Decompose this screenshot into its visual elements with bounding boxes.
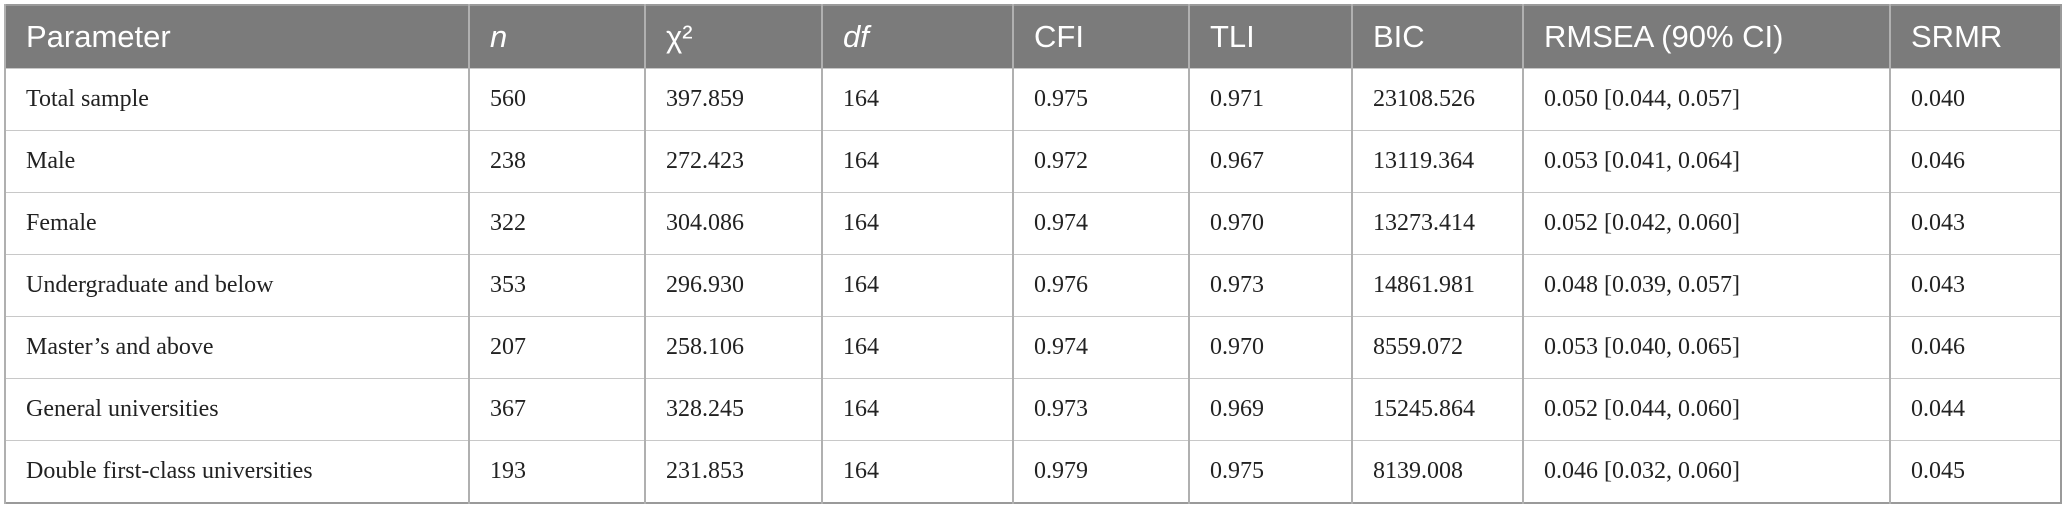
table-row: Master’s and above 207 258.106 164 0.974 0.97… [4,316,2061,379]
table-cell: 0.046 [1889,130,2061,193]
table-cell: 353 [468,254,645,317]
table-cell: 14861.981 [1351,254,1523,317]
table-cell: 560 [468,68,645,131]
table-cell: 0.045 [1889,440,2061,503]
table-cell: 0.969 [1188,378,1352,441]
column-header: RMSEA (90% CI) [1522,5,1890,69]
table-cell: 0.974 [1012,316,1189,379]
table-cell: 164 [821,254,1013,317]
table-cell: Master’s and above [4,316,469,379]
table-cell: Male [4,130,469,193]
table-row: General universities 367 328.245 164 0.973 0.… [4,378,2061,441]
table-cell: 164 [821,130,1013,193]
table-cell: 397.859 [644,68,822,131]
table-row: Female 322 304.086 164 0.974 0.970 13273.414 0.… [4,192,2061,255]
column-header: CFI [1012,5,1189,69]
table-cell: 13273.414 [1351,192,1523,255]
table-cell: 0.973 [1012,378,1189,441]
table-cell: 0.971 [1188,68,1352,131]
table-row: Double first-class universities 193 231.85… [4,440,2061,503]
table-cell: General universities [4,378,469,441]
table-body: Total sample 560 397.859 164 0.975 0.971 23108… [4,68,2061,503]
table-cell: 13119.364 [1351,130,1523,193]
table-cell: Double first-class universities [4,440,469,503]
table-cell: Undergraduate and below [4,254,469,317]
results-table: Parameter n χ² df CFI TLI BIC RMSEA (90% CI) SRM… [4,4,2062,504]
table-cell: 367 [468,378,645,441]
table-cell: Total sample [4,68,469,131]
table-cell: 0.044 [1889,378,2061,441]
table-cell: 0.974 [1012,192,1189,255]
page: Parameter n χ² df CFI TLI BIC RMSEA (90% CI) SRM… [0,4,2066,517]
column-header: SRMR [1889,5,2061,69]
table-cell: 0.048 [0.039, 0.057] [1522,254,1890,317]
column-header: Parameter [4,5,469,69]
table-cell: 164 [821,68,1013,131]
table-cell: 23108.526 [1351,68,1523,131]
column-header: TLI [1188,5,1352,69]
table-cell: 0.973 [1188,254,1352,317]
table-cell: 0.052 [0.042, 0.060] [1522,192,1890,255]
table-cell: 258.106 [644,316,822,379]
table-cell: 0.972 [1012,130,1189,193]
table-cell: 0.052 [0.044, 0.060] [1522,378,1890,441]
table-cell: 164 [821,440,1013,503]
table-cell: 0.046 [1889,316,2061,379]
table-cell: 0.975 [1012,68,1189,131]
table-cell: 8139.008 [1351,440,1523,503]
table-cell: 0.050 [0.044, 0.057] [1522,68,1890,131]
table-cell: 207 [468,316,645,379]
table-cell: 304.086 [644,192,822,255]
table-cell: 0.053 [0.041, 0.064] [1522,130,1890,193]
table-cell: 0.967 [1188,130,1352,193]
header-row: Parameter n χ² df CFI TLI BIC RMSEA (90% CI) SRM… [4,5,2061,69]
column-header: df [821,5,1013,69]
table-cell: 15245.864 [1351,378,1523,441]
table-cell: 0.040 [1889,68,2061,131]
table-cell: 0.046 [0.032, 0.060] [1522,440,1890,503]
table-row: Undergraduate and below 353 296.930 164 0.97… [4,254,2061,317]
table-cell: 0.043 [1889,192,2061,255]
table-cell: 164 [821,192,1013,255]
table-header: Parameter n χ² df CFI TLI BIC RMSEA (90% CI) SRM… [4,5,2061,69]
table-cell: 0.053 [0.040, 0.065] [1522,316,1890,379]
column-header: n [468,5,645,69]
column-header: χ² [644,5,822,69]
table-cell: 164 [821,316,1013,379]
table-cell: 8559.072 [1351,316,1523,379]
table-row: Total sample 560 397.859 164 0.975 0.971 23108… [4,68,2061,131]
table-cell: 0.043 [1889,254,2061,317]
table-cell: 0.979 [1012,440,1189,503]
table-cell: 193 [468,440,645,503]
table-cell: Female [4,192,469,255]
table-cell: 0.970 [1188,192,1352,255]
table-cell: 164 [821,378,1013,441]
table-cell: 328.245 [644,378,822,441]
table-cell: 231.853 [644,440,822,503]
table-cell: 0.970 [1188,316,1352,379]
table-cell: 0.976 [1012,254,1189,317]
table-cell: 296.930 [644,254,822,317]
table-cell: 322 [468,192,645,255]
table-cell: 0.975 [1188,440,1352,503]
table-cell: 238 [468,130,645,193]
table-row: Male 238 272.423 164 0.972 0.967 13119.364 0.05… [4,130,2061,193]
table-cell: 272.423 [644,130,822,193]
column-header: BIC [1351,5,1523,69]
